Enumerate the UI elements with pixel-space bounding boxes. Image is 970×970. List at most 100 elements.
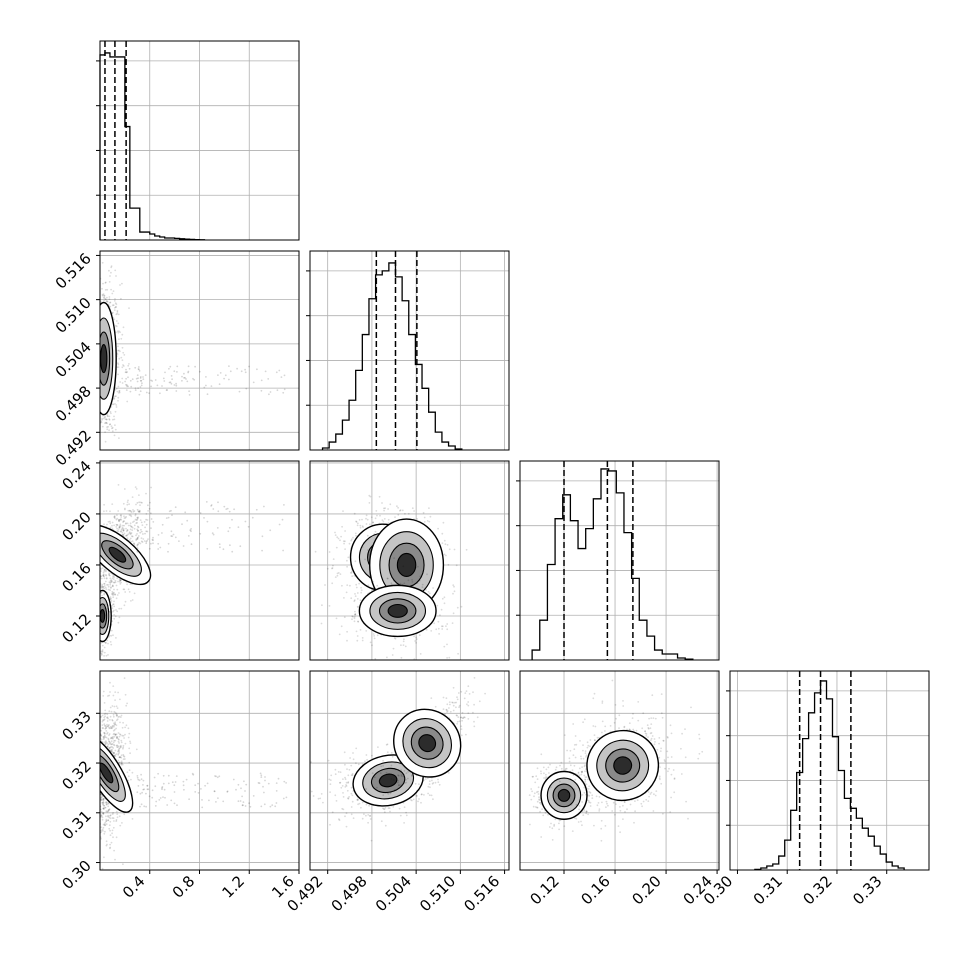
sample-point — [117, 322, 120, 325]
sample-point — [205, 376, 207, 378]
sample-point — [206, 520, 209, 523]
sample-point — [139, 542, 142, 545]
sample-point — [107, 810, 109, 813]
sample-point — [103, 804, 106, 807]
sample-point — [100, 799, 103, 801]
sample-point — [118, 715, 121, 718]
sample-point — [96, 634, 98, 636]
sample-point — [113, 617, 116, 620]
sample-point — [112, 817, 115, 820]
sample-point — [113, 397, 116, 400]
sample-point — [109, 847, 111, 850]
sample-point — [113, 722, 115, 725]
sample-point — [94, 785, 96, 787]
sample-point — [89, 802, 91, 804]
sample-point — [139, 504, 141, 506]
sample-point — [339, 539, 341, 542]
sample-point — [109, 580, 112, 583]
sample-point — [94, 315, 96, 317]
sample-point — [95, 839, 97, 841]
sample-point — [96, 621, 98, 623]
sample-point — [118, 520, 121, 523]
sample-point — [373, 637, 376, 640]
sample-point — [106, 803, 108, 806]
sample-point — [109, 520, 111, 523]
sample-point — [167, 542, 170, 545]
sample-point — [90, 368, 92, 370]
sample-point — [93, 383, 95, 385]
sample-point — [106, 713, 109, 716]
sample-point — [105, 823, 108, 825]
sample-point — [197, 782, 200, 785]
sample-point — [94, 610, 96, 612]
sample-point — [110, 740, 113, 743]
sample-point — [89, 312, 91, 314]
sample-point — [140, 540, 143, 543]
sample-point — [218, 775, 221, 778]
sample-point — [97, 795, 99, 797]
sample-point — [353, 617, 356, 620]
sample-point — [173, 384, 176, 386]
sample-point — [217, 501, 219, 504]
sample-point — [142, 538, 145, 540]
sample-point — [94, 609, 96, 611]
sample-point — [112, 729, 115, 732]
sample-point — [118, 330, 120, 332]
sample-point — [213, 790, 216, 793]
sample-point — [282, 549, 284, 552]
sample-point — [439, 614, 441, 616]
sample-point — [170, 530, 173, 533]
sample-point — [119, 284, 121, 286]
sample-point — [152, 542, 154, 545]
sample-point — [455, 564, 458, 567]
sample-point — [97, 354, 99, 356]
sample-point — [162, 796, 164, 798]
sample-point — [96, 770, 98, 772]
sample-point — [339, 781, 341, 784]
sample-point — [111, 521, 114, 524]
sample-point — [115, 637, 117, 639]
sample-point — [92, 792, 94, 794]
sample-point — [101, 425, 104, 428]
sample-point — [97, 369, 99, 371]
sample-point — [97, 716, 99, 718]
sample-point — [98, 610, 100, 612]
sample-point — [102, 571, 105, 574]
sample-point — [120, 763, 123, 766]
sample-point — [103, 808, 105, 810]
sample-point — [93, 352, 95, 354]
sample-point — [133, 592, 136, 595]
sample-point — [169, 381, 172, 384]
sample-point — [112, 836, 114, 839]
sample-point — [96, 392, 98, 394]
sample-point — [383, 518, 386, 520]
sample-point — [93, 353, 95, 355]
sample-point — [94, 566, 96, 568]
sample-point — [101, 867, 104, 870]
sample-point — [95, 623, 97, 625]
sample-point — [107, 425, 109, 428]
sample-point — [91, 328, 93, 330]
sample-point — [96, 744, 98, 746]
sample-point — [104, 806, 107, 809]
sample-point — [117, 754, 120, 756]
sample-point — [92, 301, 94, 303]
sample-point — [102, 574, 104, 577]
sample-point — [103, 824, 106, 827]
sample-point — [91, 360, 93, 362]
sample-point — [303, 590, 305, 592]
sample-point — [85, 373, 87, 375]
sample-point — [140, 803, 143, 806]
sample-point — [115, 836, 118, 839]
sample-point — [93, 614, 95, 616]
sample-point — [104, 568, 106, 571]
sample-point — [95, 606, 97, 608]
sample-point — [114, 302, 117, 305]
sample-point — [105, 736, 108, 739]
sample-point — [92, 830, 94, 832]
sample-point — [111, 736, 114, 739]
sample-point — [102, 736, 105, 738]
sample-point — [97, 655, 99, 657]
sample-point — [114, 269, 117, 272]
sample-point — [139, 501, 142, 504]
